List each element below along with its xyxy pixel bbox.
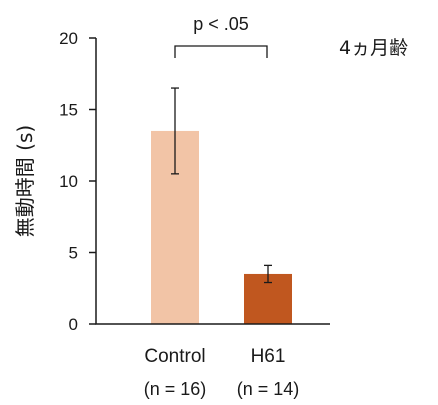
sample-size-label: (n = 16)	[144, 379, 207, 399]
y-tick-label: 15	[59, 101, 78, 120]
y-axis	[95, 38, 330, 325]
y-axis-label: 無動時間 (s)	[13, 125, 37, 237]
significance-label: p < .05	[193, 14, 249, 34]
y-tick-label: 10	[59, 172, 78, 191]
error-bars-layer	[171, 87, 272, 284]
y-ticks-layer: 0 5 10 15 20	[59, 29, 96, 334]
y-tick-label: 20	[59, 29, 78, 48]
bracket-line	[174, 45, 268, 58]
x-category-label: H61	[251, 346, 286, 367]
axis-frame	[95, 38, 330, 325]
x-category-label: Control	[144, 346, 205, 367]
sample-size-label: (n = 14)	[237, 379, 300, 399]
bars-layer	[151, 130, 292, 324]
y-tick-label: 0	[69, 315, 78, 334]
age-annotation: 4ヵ月齢	[339, 37, 408, 59]
y-tick-label: 5	[69, 244, 78, 263]
significance-bracket: p < .05	[174, 14, 268, 58]
x-categories-layer: Control (n = 16) H61 (n = 14)	[144, 346, 300, 399]
